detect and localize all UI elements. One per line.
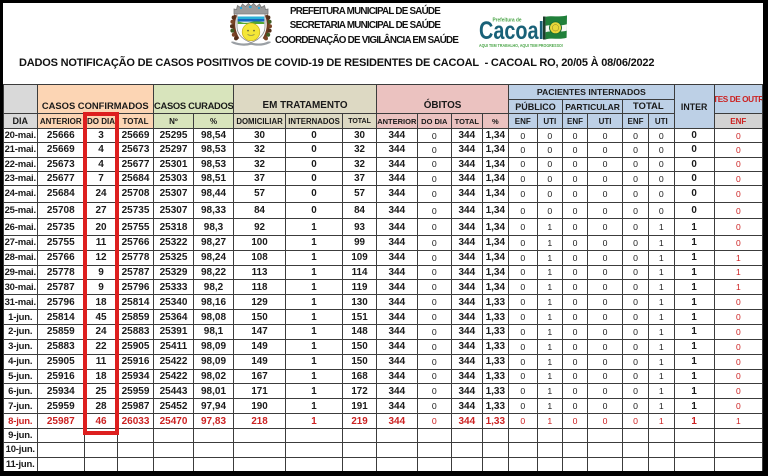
svg-text:Cacoal: Cacoal xyxy=(479,17,544,45)
svg-text:Prefeitura de: Prefeitura de xyxy=(493,18,523,24)
svg-text:AQUI TEM TRABALHO, AQUI TEM PR: AQUI TEM TRABALHO, AQUI TEM PROGRESSO! xyxy=(479,43,563,48)
